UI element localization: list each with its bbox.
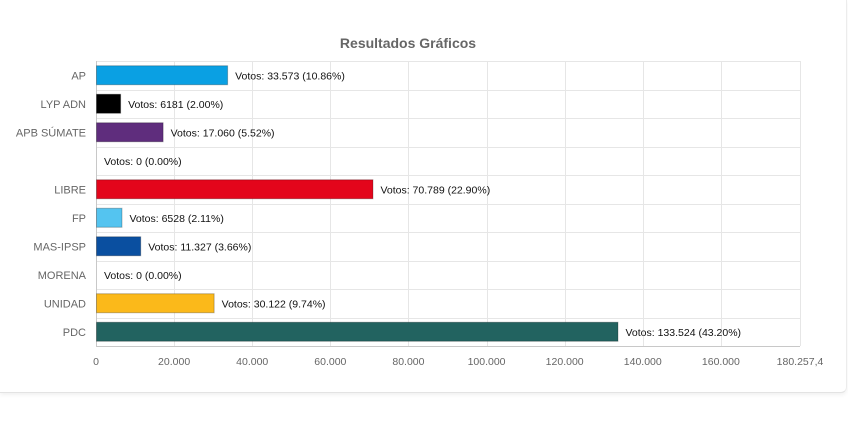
x-tick-label: 180.257,4 — [777, 356, 824, 368]
bar-libre[interactable] — [96, 179, 374, 200]
category-label: MORENA — [38, 270, 87, 282]
bar-data-label: Votos: 30.122 (9.74%) — [222, 298, 326, 310]
bar-layer — [96, 65, 619, 342]
bar-chart: Resultados Gráficos Votos: 33.573 (10.86… — [16, 35, 824, 368]
bar-ap[interactable] — [96, 65, 229, 86]
bar-unidad[interactable] — [96, 293, 215, 314]
category-label: AP — [71, 70, 86, 82]
bar-data-label: Votos: 33.573 (10.86%) — [235, 70, 345, 82]
category-label-layer: AP LYP ADN APB SÚMATE LIBRE FP MAS-IPSP MORENA… — [16, 70, 87, 339]
bar-fp[interactable] — [96, 207, 123, 228]
x-tick-label: 120.000 — [546, 356, 584, 368]
category-label: LIBRE — [54, 184, 86, 196]
bar-data-label: Votos: 17.060 (5.52%) — [171, 127, 275, 139]
bar-data-label: Votos: 6181 (2.00%) — [128, 99, 223, 111]
bar-mas-ipsp[interactable] — [96, 236, 142, 257]
bar-data-label: Votos: 70.789 (22.90%) — [380, 184, 490, 196]
category-label: LYP ADN — [41, 99, 87, 111]
category-label: PDC — [63, 327, 86, 339]
x-tick-label: 20.000 — [158, 356, 190, 368]
category-label: UNIDAD — [44, 298, 86, 310]
category-label: FP — [72, 213, 86, 225]
chart-title: Resultados Gráficos — [340, 35, 476, 51]
x-tick-label: 40.000 — [236, 356, 268, 368]
grid-layer — [96, 61, 801, 347]
bar-lyp-adn[interactable] — [96, 93, 122, 114]
bar-apb-s-mate[interactable] — [96, 122, 164, 143]
bar-data-label: Votos: 6528 (2.11%) — [129, 213, 223, 225]
category-label: APB SÚMATE — [16, 126, 86, 139]
bar-data-label: Votos: 133.524 (43.20%) — [625, 327, 741, 339]
x-tick-label: 0 — [93, 356, 99, 368]
chart-card: Resultados Gráficos Votos: 33.573 (10.86… — [0, 0, 847, 393]
x-tick-label: 160.000 — [702, 356, 740, 368]
x-tick-label: 100.000 — [468, 356, 506, 368]
x-tick-layer: 0 20.000 40.000 60.000 80.000 100.000 120.000 1… — [93, 356, 823, 368]
bar-pdc[interactable] — [96, 321, 619, 342]
x-tick-label: 80.000 — [392, 356, 424, 368]
bar-data-label: Votos: 0 (0.00%) — [104, 270, 182, 282]
x-tick-label: 60.000 — [314, 356, 346, 368]
category-label: MAS-IPSP — [33, 241, 86, 253]
bar-data-label: Votos: 0 (0.00%) — [104, 156, 182, 168]
data-label-layer: Votos: 33.573 (10.86%) Votos: 6181 (2.00%… — [104, 70, 741, 339]
bar-data-label: Votos: 11.327 (3.66%) — [148, 241, 251, 253]
x-tick-label: 140.000 — [624, 356, 662, 368]
